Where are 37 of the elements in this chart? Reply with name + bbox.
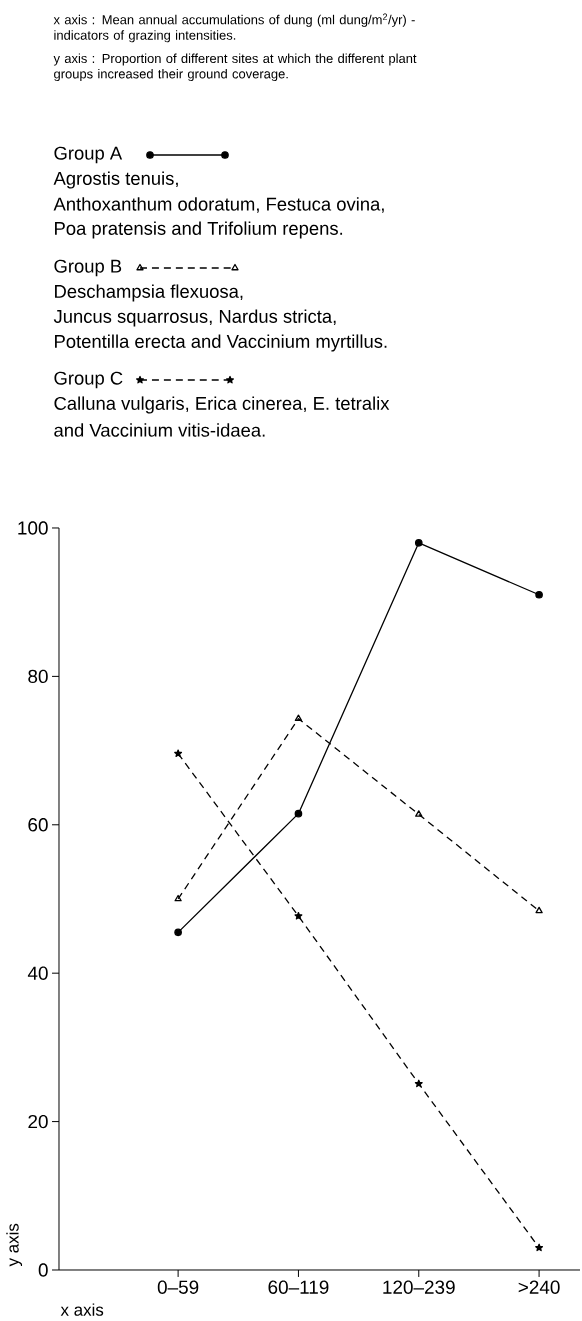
text: y axis : Proportion of different sites at which the different plant groups increased their ground coverage. <box>53 53 417 82</box>
x-tick-label: 60–119 <box>268 1280 329 1294</box>
text: Poa pratensis and Trifolium repens. <box>55 221 343 239</box>
y-tick-label: 20 <box>28 1114 48 1129</box>
y-axis-title: y axis <box>6 1223 23 1267</box>
point <box>535 906 543 914</box>
legend-label: Group C <box>54 371 123 389</box>
point <box>174 928 182 937</box>
y-tick-label: 40 <box>27 966 48 980</box>
text: Calluna vulgaris, Erica cinerea, E. tetralix <box>54 396 390 414</box>
y-tick-label: 100 <box>18 521 48 535</box>
x-tick-label: 0–59 <box>157 1280 199 1294</box>
point <box>414 538 423 547</box>
point <box>294 809 303 818</box>
text: x axis : Mean annual accumulations of dung (ml dung/m$^{2}$/yr) - indicators of grazing intensities. <box>53 13 415 43</box>
x-tick-label: >240 <box>518 1280 560 1294</box>
text: Juncus squarrosus, Nardus stricta, <box>53 309 336 327</box>
point <box>535 1243 544 1252</box>
text: and Vaccinium vitis-idaea. <box>54 423 265 437</box>
point <box>414 1079 423 1088</box>
point <box>415 810 423 817</box>
point <box>294 911 303 920</box>
x-axis-title: x axis <box>60 1303 104 1316</box>
text: Potentilla erecta and Vaccinium myrtillus. <box>55 334 387 352</box>
y-tick-label: 0 <box>38 1263 48 1277</box>
y-tick-label: 60 <box>28 818 48 832</box>
point <box>294 714 303 722</box>
y-tick-label: 80 <box>28 669 48 684</box>
text: Deschampsia flexuosa, <box>55 284 243 302</box>
text: Anthoxanthum odoratum, Festuca ovina, <box>53 197 384 213</box>
point <box>535 590 543 599</box>
legend-label: Group B <box>54 259 122 277</box>
legend-label: Group A <box>54 146 123 164</box>
text: Agrostis tenuis, <box>53 171 178 189</box>
x-tick-label: 120–239 <box>383 1280 455 1294</box>
point <box>174 894 182 902</box>
point <box>174 749 183 758</box>
